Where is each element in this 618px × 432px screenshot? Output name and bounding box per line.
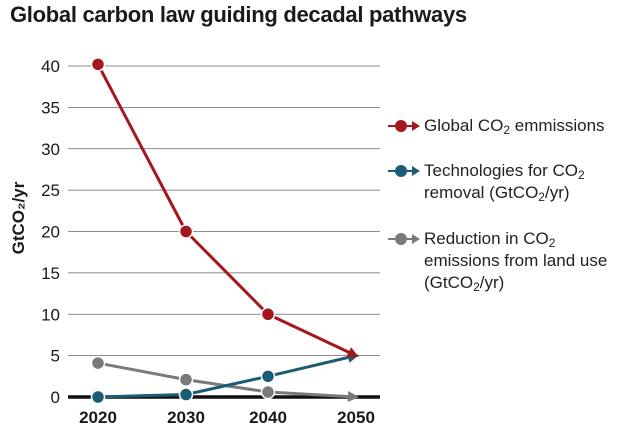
data-point (90, 389, 106, 405)
legend-arrow-icon (412, 166, 420, 176)
y-tick-label: 0 (51, 388, 60, 407)
legend-label: Technologies for CO2 removal (GtCO2/yr) (424, 160, 614, 204)
legend-text-part: emmissions (510, 116, 605, 135)
x-tick-label: 2030 (167, 408, 205, 427)
series-line (97, 354, 357, 399)
y-tick-label: 5 (51, 347, 60, 366)
legend-swatch (388, 233, 420, 245)
legend-label: Reduction in CO2 emissions from land use… (424, 228, 614, 294)
subscript: 2 (473, 280, 480, 294)
legend-text-part: emissions from land use (GtCO (424, 251, 608, 292)
data-point (260, 307, 276, 322)
subscript: 2 (503, 123, 511, 137)
legend-item: Global CO2 emmissions (388, 115, 613, 149)
legend-item: Technologies for CO2 removal (GtCO2/yr) (388, 160, 613, 210)
y-tick-label: 25 (41, 181, 60, 200)
legend-text-part: /yr) (544, 183, 570, 202)
gridlines (68, 65, 380, 357)
legend-marker-icon (395, 233, 407, 245)
series-arrowhead (346, 347, 359, 358)
legend-swatch (388, 165, 420, 177)
y-tick-label: 40 (41, 57, 60, 76)
legend-text-part: Reduction in CO (424, 229, 549, 248)
x-tick-label: 2020 (79, 408, 117, 427)
y-tick-label: 20 (41, 223, 60, 242)
y-tick-label: 15 (41, 264, 60, 283)
legend-marker-icon (395, 165, 407, 177)
series-line (96, 63, 357, 357)
subscript: 2 (548, 236, 556, 250)
x-tick-label: 2050 (337, 408, 375, 427)
legend-text-part: removal (GtCO (424, 183, 539, 202)
axes: 0 5 10 15 20 25 30 35 40 2020 2030 2040 2050 (41, 57, 380, 427)
x-tick-label: 2040 (249, 408, 287, 427)
legend-marker-icon (395, 120, 407, 132)
data-point (178, 372, 194, 387)
data-point (260, 384, 276, 400)
series-line (97, 361, 357, 399)
subscript: 2 (538, 190, 545, 204)
legend-item: Reduction in CO2 emissions from land use… (388, 228, 613, 298)
legend-swatch (388, 120, 420, 132)
subscript: 2 (578, 168, 585, 182)
y-axis-label: GtCO₂/yr (9, 181, 28, 254)
legend-label: Global CO2 emmissions (424, 115, 614, 137)
y-tick-label: 30 (41, 140, 60, 159)
chart-title: Global carbon law guiding decadal pathwa… (10, 2, 467, 27)
y-tick-label: 35 (41, 98, 60, 117)
data-point (260, 369, 276, 384)
data-point (90, 57, 106, 72)
series-lines (90, 57, 359, 405)
data-point (90, 355, 106, 371)
data-point (178, 224, 194, 239)
series-arrowhead (347, 391, 359, 403)
legend-text-part: Global CO (424, 116, 504, 135)
legend-arrow-icon (412, 121, 420, 131)
y-tick-label: 10 (41, 305, 60, 324)
legend-text-part: /yr) (479, 273, 505, 292)
legend-text-part: Technologies for CO (424, 161, 579, 180)
series-1 (90, 57, 359, 358)
legend-arrow-icon (412, 234, 420, 244)
data-point (178, 387, 194, 402)
